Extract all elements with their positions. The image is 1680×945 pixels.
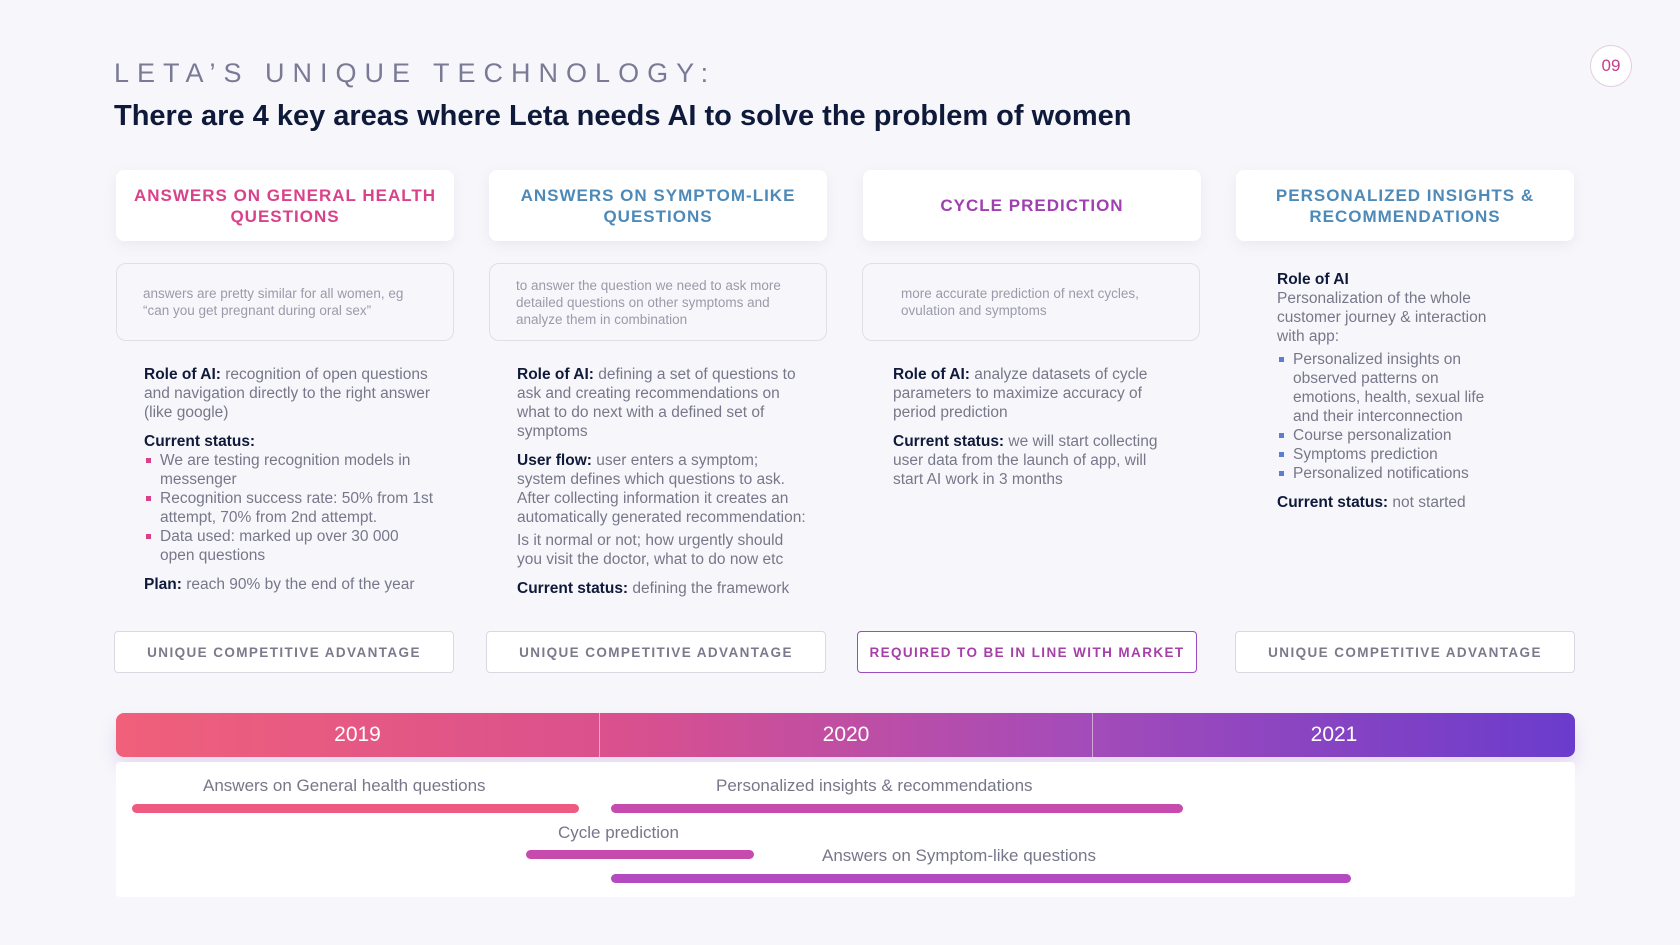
section-kicker: LETA’S UNIQUE TECHNOLOGY: [114,58,717,88]
current-status: Current status: defining the framework [517,580,790,597]
gantt-bar-general-health [132,804,579,813]
role-of-ai-text: Personalization of the whole customer jo… [1277,290,1487,345]
list-item: Symptoms prediction [1277,445,1507,464]
column-heading-personalized-insights: PERSONALIZED INSIGHTS & RECOMMENDATIONS [1236,170,1574,241]
advantage-tag-general-health: UNIQUE COMPETITIVE ADVANTAGE [114,631,454,673]
page-title: There are 4 key areas where Leta needs A… [114,100,1132,132]
role-of-ai: Role of AI: recognition of open question… [144,366,431,421]
current-status: Current status: we will start collecting… [893,433,1158,488]
advantage-tag-symptom-like: UNIQUE COMPETITIVE ADVANTAGE [486,631,826,673]
current-status: Current status: not started [1277,494,1466,511]
role-of-ai-label: Role of AI [1277,271,1349,288]
timeline-year-bar: 2019 2020 2021 [116,713,1575,757]
description-box-cycle-prediction: more accurate prediction of next cycles,… [862,263,1200,341]
column-heading-general-health: ANSWERS ON GENERAL HEALTH QUESTIONS [116,170,454,241]
column-body-personalized-insights: Role of AI Personalization of the whole … [1277,270,1507,522]
advantage-tag-personalized-insights: UNIQUE COMPETITIVE ADVANTAGE [1235,631,1575,673]
status-list: We are testing recognition models in mes… [144,451,434,565]
role-of-ai: Role of AI: analyze datasets of cycle pa… [893,366,1148,421]
column-body-symptom-like: Role of AI: defining a set of questions … [517,365,807,608]
list-item: Personalized notifications [1277,464,1507,483]
description-text: answers are pretty similar for all women… [143,286,404,318]
gantt-bar-cycle-prediction [526,850,754,859]
gantt-bar-personalized-insights [611,804,1183,813]
list-item: Course personalization [1277,426,1507,445]
column-heading-symptom-like: ANSWERS ON SYMPTOM-LIKE QUESTIONS [489,170,827,241]
page-number-badge: 09 [1590,45,1632,87]
gantt-label-personalized-insights: Personalized insights & recommendations [716,776,1033,795]
year-2020: 2020 [599,713,1092,757]
gantt-bar-symptom-like [611,874,1351,883]
description-text: more accurate prediction of next cycles,… [901,286,1139,318]
role-of-ai: Role of AI: defining a set of questions … [517,366,796,440]
year-2021: 2021 [1092,713,1575,757]
gantt-label-cycle-prediction: Cycle prediction [558,823,679,842]
status-label: Current status: [144,433,256,450]
year-2019: 2019 [334,723,381,746]
user-flow: User flow: user enters a symptom; system… [517,452,806,526]
list-item: Personalized insights on observed patter… [1277,350,1507,426]
ai-feature-list: Personalized insights on observed patter… [1277,350,1507,483]
column-body-general-health: Role of AI: recognition of open question… [144,365,434,604]
advantage-tag-cycle-prediction: REQUIRED TO BE IN LINE WITH MARKET [857,631,1197,673]
gantt-label-symptom-like: Answers on Symptom-like questions [822,846,1097,865]
gantt-label-general-health: Answers on General health questions [203,776,486,795]
description-box-symptom-like: to answer the question we need to ask mo… [489,263,827,341]
list-item: Recognition success rate: 50% from 1st a… [144,489,434,527]
timeline-panel: Answers on General health questions Pers… [116,762,1575,897]
description-text: to answer the question we need to ask mo… [516,277,781,327]
column-heading-cycle-prediction: CYCLE PREDICTION [863,170,1201,241]
description-box-general-health: answers are pretty similar for all women… [116,263,454,341]
user-flow-outcome: Is it normal or not; how urgently should… [517,532,784,568]
column-body-cycle-prediction: Role of AI: analyze datasets of cycle pa… [893,365,1168,499]
list-item: We are testing recognition models in mes… [144,451,434,489]
list-item: Data used: marked up over 30 000 open qu… [144,527,434,565]
plan: Plan: reach 90% by the end of the year [144,576,415,593]
